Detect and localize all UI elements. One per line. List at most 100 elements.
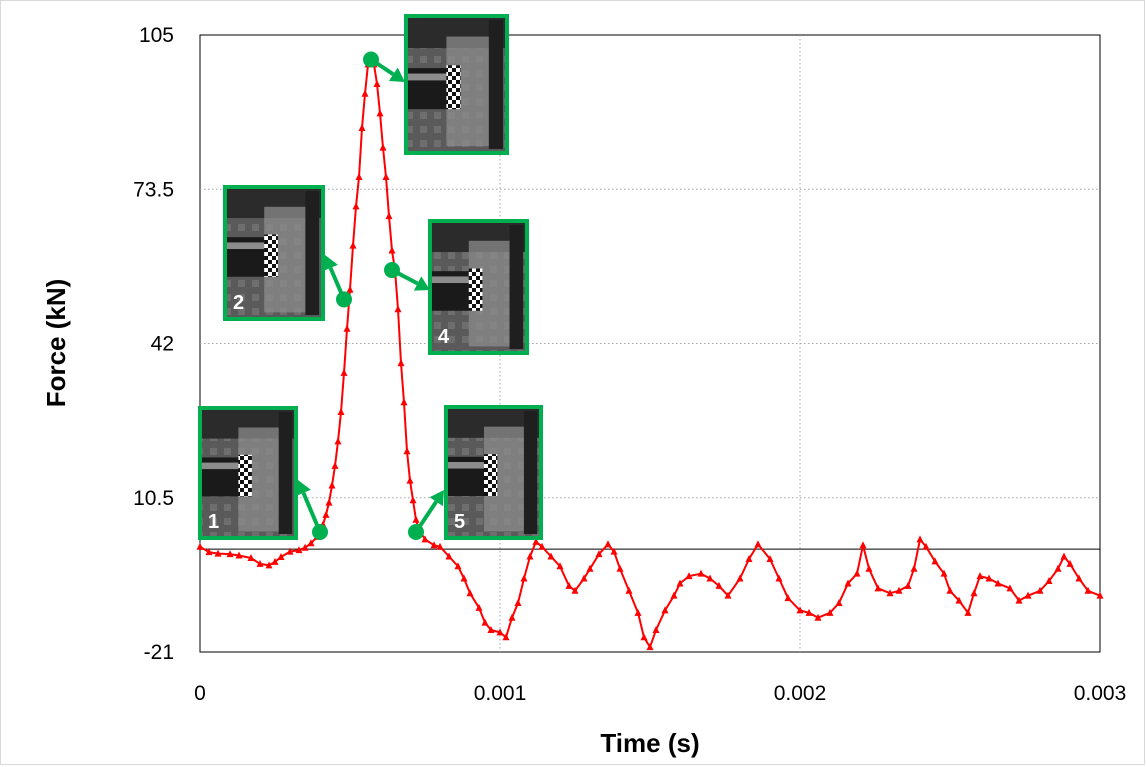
snapshot-arrowhead-5 [429, 490, 444, 507]
data-point-23 [340, 368, 348, 376]
snapshot-marker-3 [363, 51, 379, 68]
y-tick-label-3: 73.5 [133, 178, 174, 201]
data-point-102 [853, 569, 861, 577]
data-point-67 [547, 552, 555, 560]
data-point-39 [388, 246, 396, 254]
data-point-101 [844, 579, 852, 587]
snapshot-label-4: 4 [438, 326, 450, 348]
data-point-82 [661, 606, 669, 614]
data-point-109 [910, 564, 918, 572]
y-tick-label-4: 105 [139, 24, 174, 47]
y-tick-label-0: -21 [144, 641, 174, 664]
data-point-130 [1084, 586, 1092, 594]
data-point-18 [325, 498, 333, 506]
snapshot-1: 1 [198, 406, 328, 541]
data-point-107 [895, 586, 903, 594]
snapshot-marker-1 [312, 524, 328, 541]
y-axis-title: Force (kN) [41, 279, 71, 408]
data-point-58 [487, 625, 495, 633]
data-point-13 [307, 539, 315, 547]
data-point-113 [940, 569, 948, 577]
data-point-111 [922, 542, 930, 550]
data-point-59 [496, 628, 504, 636]
data-point-94 [775, 574, 783, 582]
data-point-25 [346, 285, 354, 293]
data-point-120 [994, 579, 1002, 587]
data-point-65 [532, 537, 540, 545]
data-point-104 [865, 564, 873, 572]
y-tick-label-1: 10.5 [133, 487, 174, 510]
data-point-110 [916, 535, 924, 543]
data-point-91 [745, 554, 753, 562]
data-point-105 [874, 584, 882, 592]
data-point-112 [931, 557, 939, 565]
data-point-98 [814, 613, 822, 621]
data-point-63 [520, 574, 528, 582]
data-point-28 [355, 173, 363, 181]
data-point-36 [379, 143, 387, 151]
data-point-86 [697, 569, 705, 577]
data-point-66 [538, 542, 546, 550]
data-point-6 [256, 559, 264, 567]
data-point-60 [502, 633, 510, 641]
data-point-115 [955, 596, 963, 604]
data-point-29 [358, 124, 366, 132]
data-point-87 [706, 574, 714, 582]
data-point-123 [1024, 591, 1032, 599]
data-point-108 [904, 581, 912, 589]
snapshot-2: 2 [223, 185, 352, 321]
data-point-24 [343, 324, 351, 332]
snapshot-label-2: 2 [233, 292, 244, 314]
snapshot-4: 4 [384, 219, 529, 355]
data-point-46 [409, 496, 417, 504]
data-point-4 [235, 551, 243, 559]
data-point-73 [595, 550, 603, 558]
data-point-83 [670, 591, 678, 599]
data-point-126 [1054, 564, 1062, 572]
data-point-125 [1045, 576, 1053, 584]
data-point-47 [412, 515, 420, 523]
data-point-89 [724, 591, 732, 599]
data-point-1 [205, 548, 213, 556]
data-point-44 [403, 447, 411, 455]
data-point-124 [1036, 586, 1044, 594]
data-point-56 [475, 603, 483, 611]
snapshot-photo-1: 1 [198, 406, 298, 540]
data-point-45 [406, 476, 414, 484]
snapshot-arrowhead-2 [323, 255, 338, 272]
data-point-35 [376, 109, 384, 117]
data-point-0 [196, 542, 204, 550]
snapshot-marker-4 [384, 262, 400, 279]
data-point-17 [322, 510, 330, 518]
data-point-62 [514, 599, 522, 607]
data-point-80 [646, 643, 654, 651]
data-point-41 [394, 305, 402, 313]
data-point-11 [295, 546, 303, 554]
data-point-51 [436, 542, 444, 550]
data-point-118 [976, 572, 984, 580]
data-point-10 [286, 547, 294, 555]
data-point-34 [373, 79, 381, 87]
data-point-49 [421, 535, 429, 543]
x-tick-label-0: 0 [194, 682, 206, 705]
x-axis-title: Time (s) [600, 728, 699, 758]
data-point-95 [784, 594, 792, 602]
data-point-38 [385, 212, 393, 220]
snapshot-photo-3 [404, 14, 509, 155]
snapshot-marker-5 [408, 524, 424, 541]
data-point-100 [835, 599, 843, 607]
data-point-9 [277, 553, 285, 561]
snapshot-marker-2 [336, 291, 352, 308]
data-point-122 [1015, 596, 1023, 604]
data-point-71 [580, 574, 588, 582]
data-point-61 [508, 613, 516, 621]
data-point-42 [397, 359, 405, 367]
data-point-27 [352, 202, 360, 210]
data-point-99 [826, 608, 834, 616]
data-point-2 [214, 549, 222, 557]
data-point-8 [271, 557, 279, 565]
data-point-54 [460, 574, 468, 582]
